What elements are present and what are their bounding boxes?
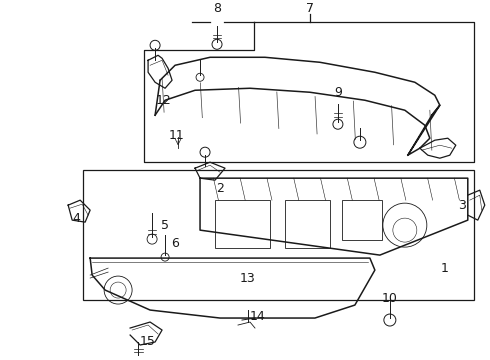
Text: 1: 1 <box>441 262 449 275</box>
Text: 13: 13 <box>240 271 256 284</box>
Text: 8: 8 <box>213 2 221 15</box>
Text: 14: 14 <box>250 310 266 323</box>
Text: 4: 4 <box>72 212 80 225</box>
Text: 3: 3 <box>458 199 466 212</box>
Text: 2: 2 <box>216 182 224 195</box>
Bar <box>285 200 330 248</box>
Text: 7: 7 <box>306 2 314 15</box>
Text: 6: 6 <box>171 237 179 249</box>
Bar <box>83 170 474 300</box>
Text: 10: 10 <box>382 292 398 305</box>
Bar <box>215 200 270 248</box>
Text: 12: 12 <box>155 94 171 107</box>
Text: 11: 11 <box>168 129 184 142</box>
Text: 9: 9 <box>334 86 342 99</box>
Text: 5: 5 <box>161 219 169 231</box>
Text: 15: 15 <box>140 334 156 347</box>
Bar <box>342 200 382 240</box>
